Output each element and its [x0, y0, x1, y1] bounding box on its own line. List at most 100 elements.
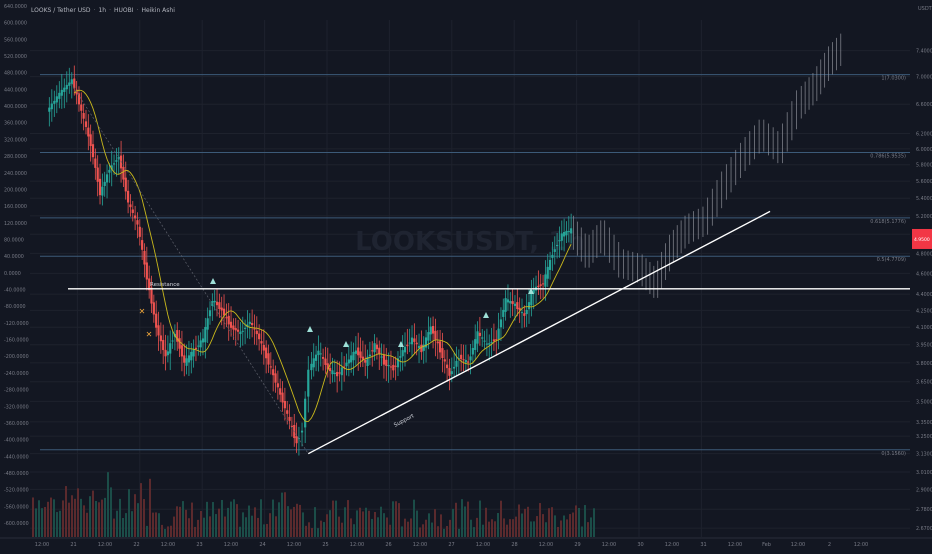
volume-bar: [260, 499, 262, 537]
volume-bar: [584, 505, 586, 537]
candle-body: [403, 346, 407, 353]
candle-body: [322, 357, 325, 359]
volume-bar: [95, 500, 97, 537]
left-axis-tick-label: 160.0000: [4, 204, 27, 210]
left-axis-tick-label: 360.0000: [4, 121, 27, 127]
volume-bar: [341, 522, 343, 537]
left-axis-tick-label: -520.0000: [4, 488, 29, 494]
support-line[interactable]: [307, 210, 771, 455]
dotted-trend-line: [70, 83, 309, 454]
volume-bar: [74, 498, 76, 537]
volume-bar: [83, 505, 85, 537]
left-axis-tick-label: -480.0000: [4, 471, 29, 477]
candle-body: [129, 204, 132, 208]
candle-body: [310, 363, 313, 371]
candle-body: [443, 359, 446, 362]
volume-bar: [266, 523, 268, 537]
volume-bar: [197, 519, 199, 537]
candle-body: [236, 329, 240, 332]
volume-bar: [404, 518, 406, 537]
candle-body: [513, 303, 517, 306]
candle-body: [413, 338, 416, 342]
x-axis-tick-label: 12:00: [413, 542, 427, 548]
x-axis-tick-label: 28: [511, 542, 517, 548]
volume-bar: [242, 512, 244, 537]
candle-body: [239, 331, 242, 335]
candle-body: [427, 332, 430, 341]
volume-bar: [590, 517, 592, 537]
x-axis-tick-label: 12:00: [602, 542, 616, 548]
volume-bar: [398, 503, 400, 537]
volume-bar: [407, 521, 409, 537]
x-axis-tick-label: 12:00: [476, 542, 490, 548]
volume-bar: [428, 513, 430, 537]
candle-body: [333, 372, 336, 374]
x-axis-tick-label: 12:00: [854, 542, 868, 548]
volume-bar: [413, 499, 415, 537]
left-axis-tick-label: -240.0000: [4, 371, 29, 377]
volume-bar: [446, 526, 448, 537]
volume-bar: [161, 524, 163, 537]
candle-body: [467, 361, 470, 363]
candle-body: [523, 313, 526, 316]
candle-body: [241, 330, 244, 332]
candle-body: [317, 350, 320, 356]
x-axis-tick-label: 24: [259, 542, 265, 548]
candle-body: [255, 330, 258, 335]
candle-body: [492, 339, 496, 342]
volume-bar: [542, 514, 544, 537]
candle-body: [389, 366, 393, 368]
volume-bar: [332, 500, 334, 537]
volume-bar: [200, 510, 202, 537]
x-axis-tick-label: 12:00: [728, 542, 742, 548]
candle-body: [267, 353, 270, 365]
volume-bar: [353, 524, 355, 537]
volume-bar: [233, 499, 235, 537]
candle-body: [401, 350, 404, 357]
volume-bar: [251, 515, 253, 537]
candle-body: [68, 82, 71, 86]
volume-bar: [293, 506, 295, 537]
right-axis-tick-label: 3.3500: [916, 420, 932, 426]
right-axis-tick-label: 2.6700: [916, 526, 932, 532]
volume-bar: [350, 518, 352, 537]
volume-bar: [545, 522, 547, 537]
candle-body: [183, 355, 186, 363]
volume-bar: [59, 510, 61, 537]
right-axis-tick-label: 4.6000: [916, 271, 932, 277]
candle-body: [422, 344, 425, 351]
x-axis-tick-label: 12:00: [224, 542, 238, 548]
volume-bar: [299, 504, 301, 537]
candle-body: [387, 364, 390, 367]
candle-body: [194, 347, 198, 350]
candle-body: [110, 165, 113, 170]
volume-bar: [500, 500, 502, 537]
right-axis-tick-label: 5.8000: [916, 163, 932, 169]
candle-body: [532, 289, 535, 294]
volume-bar: [41, 508, 43, 537]
candle-body: [314, 354, 318, 361]
candle-body: [509, 300, 512, 304]
symbol-title: LOOKS / Tether USD: [31, 7, 91, 14]
moving-average-line: [73, 89, 572, 422]
volume-bar: [422, 524, 424, 537]
candle-body: [50, 103, 53, 110]
candle-body: [105, 174, 109, 183]
volume-bar: [155, 512, 157, 537]
chart-legend: LOOKS / Tether USD · 1h · HUOBI · Heikin Ashi: [31, 7, 175, 14]
candle-body: [368, 354, 371, 357]
candle-body: [544, 274, 547, 287]
left-axis-tick-label: -80.0000: [4, 304, 26, 310]
volume-bar: [35, 508, 37, 537]
right-axis-tick-label: 3.2500: [916, 434, 932, 440]
volume-bar: [551, 507, 553, 537]
candle-body: [218, 302, 221, 310]
candle-body: [520, 312, 524, 314]
candle-body: [180, 345, 184, 357]
candle-body: [215, 301, 219, 306]
candle-body: [58, 92, 61, 99]
x-axis-tick-label: 27: [448, 542, 454, 548]
candle-body: [441, 348, 444, 358]
